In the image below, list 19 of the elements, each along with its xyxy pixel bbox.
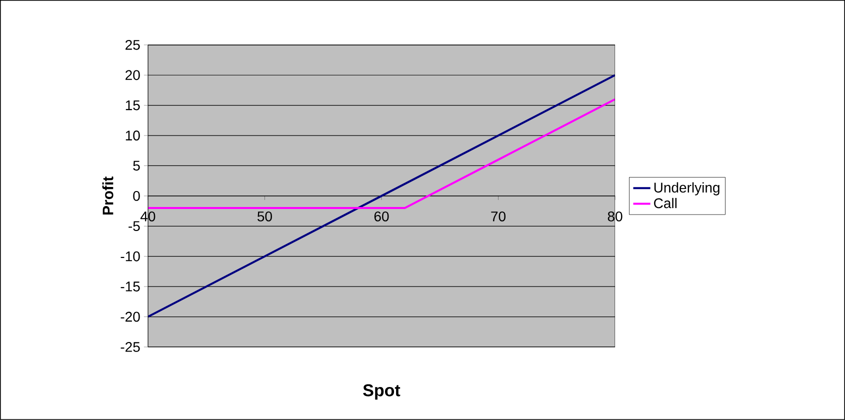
y-tick-label: -10 <box>120 251 140 262</box>
legend-label: Call <box>654 198 677 208</box>
y-tick-label: 10 <box>126 130 140 141</box>
x-tick-label: 70 <box>491 212 506 222</box>
y-axis-title: Profit <box>102 176 114 215</box>
y-tick-label: -20 <box>120 312 140 322</box>
x-tick-label: 80 <box>608 212 622 222</box>
y-tick-label: -5 <box>128 221 140 232</box>
x-tick-label: 60 <box>374 212 389 222</box>
x-tick-label: 50 <box>257 212 272 222</box>
y-tick-label: 15 <box>126 100 140 110</box>
y-tick-label: 5 <box>133 160 140 171</box>
y-tick-label: 0 <box>133 191 140 201</box>
y-tick-label: 20 <box>126 70 140 80</box>
y-tick-label: -25 <box>120 342 140 352</box>
y-tick-label: 25 <box>126 40 140 50</box>
legend-label: Underlying <box>654 182 720 196</box>
x-axis-title: Spot <box>363 384 400 400</box>
y-tick-label: -15 <box>120 282 140 292</box>
